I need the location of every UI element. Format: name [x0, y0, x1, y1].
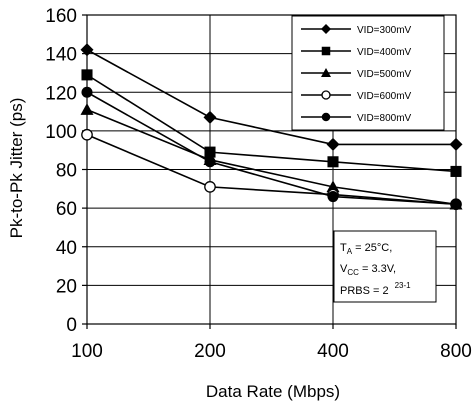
- x-tick-label: 400: [317, 341, 349, 362]
- legend-label: VID=600mV: [357, 91, 412, 102]
- conditions-annotation: TA = 25°C, VCC = 3.3V, PRBS = 2 23-1: [333, 230, 437, 303]
- y-tick-label: 160: [45, 6, 77, 27]
- legend-label: VID=800mV: [357, 113, 412, 124]
- x-tick-label: 200: [194, 341, 226, 362]
- y-tick-label: 140: [45, 45, 77, 66]
- y-tick-label: 40: [56, 238, 77, 259]
- legend: VID=300mV VID=400mV VID=500mV VID=600mV VID=…: [291, 15, 445, 131]
- data-point: [326, 180, 340, 193]
- legend-marker: [321, 90, 331, 100]
- data-point: [327, 191, 339, 203]
- data-point: [327, 156, 339, 168]
- series-line-1: [86, 74, 457, 173]
- legend-label: VID=300mV: [357, 25, 412, 36]
- series-lines: [86, 49, 457, 206]
- y-axis-ticks: 0 20 40 60 80 100 120 140 160: [45, 6, 87, 336]
- data-point: [449, 137, 463, 151]
- data-point: [204, 181, 216, 193]
- legend-label: VID=400mV: [357, 47, 412, 58]
- data-point: [204, 146, 216, 158]
- data-point: [204, 156, 216, 168]
- legend-marker: [321, 46, 331, 56]
- y-tick-label: 20: [56, 276, 77, 297]
- x-tick-label: 800: [440, 341, 472, 362]
- legend-marker: [321, 24, 331, 34]
- data-point: [450, 165, 462, 177]
- data-point: [81, 69, 93, 81]
- series-line-4: [86, 91, 457, 206]
- legend-label: VID=500mV: [357, 69, 412, 80]
- series-line-2: [86, 108, 457, 206]
- data-point: [326, 137, 340, 151]
- series-line-3: [86, 134, 457, 206]
- data-point: [80, 43, 94, 57]
- y-tick-label: 120: [45, 83, 77, 104]
- y-tick-label: 60: [56, 199, 77, 220]
- y-tick-label: 80: [56, 161, 77, 182]
- legend-marker: [321, 112, 331, 122]
- y-axis-title: Pk-to-Pk Jitter (ps): [7, 98, 26, 239]
- series-line-0: [86, 49, 456, 146]
- legend-marker: [321, 68, 331, 77]
- annotation-line-2: VCC = 3.3V,: [340, 263, 396, 277]
- series-markers: [80, 43, 463, 211]
- annotation-line-1: TA = 25°C,: [340, 242, 392, 256]
- data-point: [81, 128, 93, 141]
- y-tick-label: 100: [45, 122, 77, 143]
- x-tick-label: 100: [71, 341, 103, 362]
- data-point: [203, 110, 217, 124]
- data-point: [80, 103, 94, 115]
- data-point: [81, 86, 93, 98]
- data-point: [450, 198, 462, 210]
- x-axis-ticks: 100 200 400 800: [71, 324, 472, 362]
- x-axis-title: Data Rate (Mbps): [206, 382, 340, 401]
- y-tick-label: 0: [66, 315, 77, 336]
- annotation-line-3: PRBS = 2 23-1: [340, 281, 411, 297]
